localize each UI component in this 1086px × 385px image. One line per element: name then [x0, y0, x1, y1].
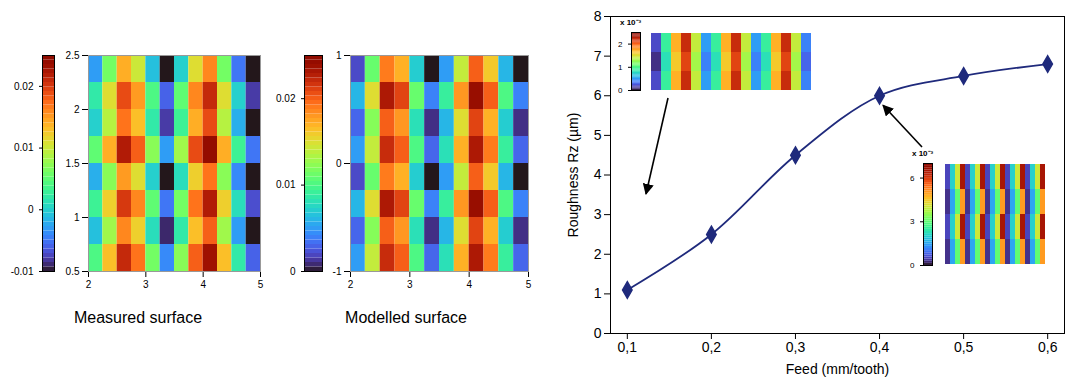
svg-text:3: 3 [594, 206, 602, 222]
svg-text:2: 2 [594, 246, 602, 262]
svg-text:2: 2 [74, 104, 80, 115]
svg-text:5: 5 [594, 127, 602, 143]
svg-text:0,6: 0,6 [1038, 339, 1058, 355]
svg-text:3: 3 [910, 217, 915, 226]
html-text:Modelled surface: Modelled surface [345, 309, 467, 326]
svg-text:0,4: 0,4 [870, 339, 890, 355]
svg-text:0.01: 0.01 [14, 142, 34, 153]
html-text:x 10⁻³: x 10⁻³ [620, 18, 642, 27]
svg-text:0.5: 0.5 [66, 266, 80, 277]
svg-text:0.01: 0.01 [276, 179, 296, 190]
svg-text:0,2: 0,2 [702, 339, 722, 355]
svg-text:7: 7 [594, 48, 602, 64]
svg-text:Feed (mm/tooth): Feed (mm/tooth) [786, 361, 889, 377]
svg-text:0: 0 [618, 86, 623, 94]
svg-text:4: 4 [200, 279, 206, 290]
svg-text:2: 2 [86, 279, 92, 290]
svg-text:0: 0 [594, 325, 602, 341]
svg-text:0.02: 0.02 [14, 81, 34, 92]
svg-text:1: 1 [74, 212, 80, 223]
svg-text:0.02: 0.02 [276, 93, 296, 104]
svg-text:1.5: 1.5 [66, 158, 80, 169]
svg-text:0: 0 [336, 158, 342, 169]
svg-text:5: 5 [258, 279, 264, 290]
svg-text:0: 0 [290, 266, 296, 277]
svg-text:-0.01: -0.01 [11, 266, 34, 277]
svg-text:0: 0 [28, 204, 34, 215]
svg-text:4: 4 [466, 279, 472, 290]
svg-text:6: 6 [910, 174, 915, 183]
svg-text:2: 2 [618, 40, 623, 49]
svg-text:Roughness Rz (µm): Roughness Rz (µm) [565, 113, 581, 238]
html-text:Measured surface: Measured surface [74, 309, 202, 326]
svg-text:2.5: 2.5 [66, 50, 80, 61]
svg-text:8: 8 [594, 8, 602, 24]
svg-text:0: 0 [910, 261, 915, 269]
svg-text:3: 3 [143, 279, 149, 290]
svg-text:4: 4 [594, 166, 602, 182]
svg-text:0,5: 0,5 [954, 339, 974, 355]
svg-text:5: 5 [526, 279, 532, 290]
svg-text:1: 1 [618, 63, 623, 72]
svg-text:-1: -1 [333, 266, 342, 277]
svg-text:6: 6 [594, 87, 602, 103]
svg-text:3: 3 [407, 279, 413, 290]
svg-text:0,1: 0,1 [618, 339, 638, 355]
svg-text:1: 1 [336, 50, 342, 61]
svg-text:1: 1 [594, 285, 602, 301]
html-text:x 10⁻³: x 10⁻³ [912, 149, 934, 158]
svg-text:0,3: 0,3 [786, 339, 806, 355]
svg-text:2: 2 [348, 279, 354, 290]
